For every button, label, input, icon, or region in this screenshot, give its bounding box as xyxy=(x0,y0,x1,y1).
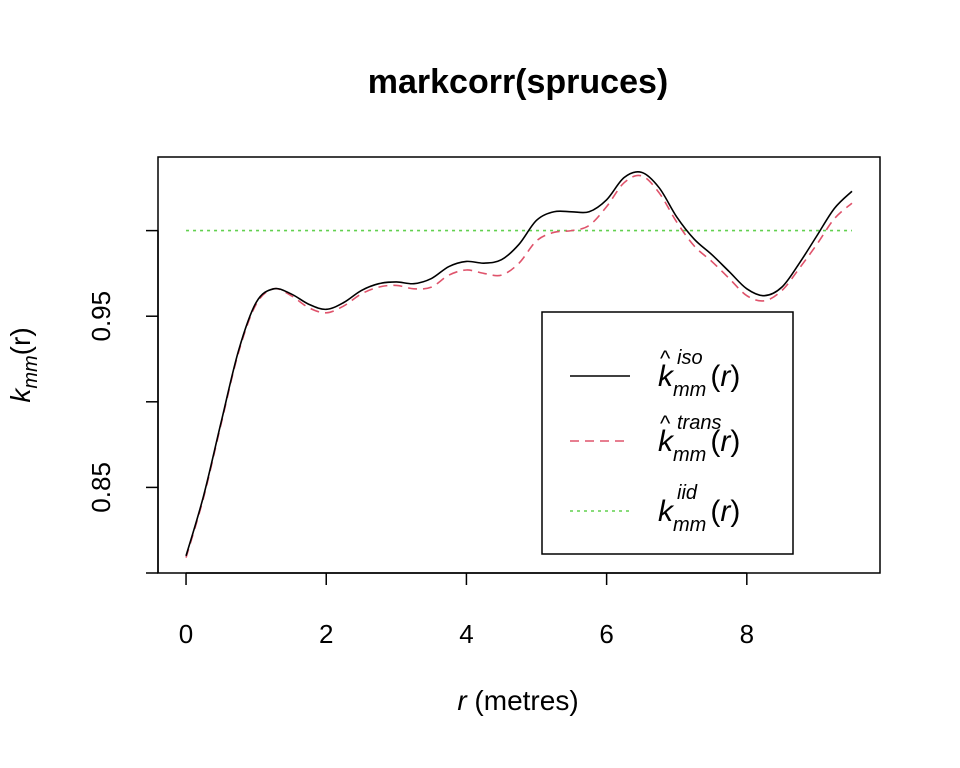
y-tick-label: 0.95 xyxy=(86,291,116,342)
legend-hat-trans: ^ xyxy=(660,411,671,436)
legend-sup-iid: iid xyxy=(677,482,698,504)
legend-arg-iid: (r) xyxy=(710,495,740,528)
x-axis-label-var: r xyxy=(457,685,468,716)
y-axis-label-sub: mm xyxy=(20,355,42,388)
legend-label-iid: kmm (r) xyxy=(658,495,740,536)
y-axis-label-arg: (r) xyxy=(5,327,36,355)
x-axis-label: r (metres) xyxy=(457,685,578,716)
legend-arg-iso: (r) xyxy=(710,360,740,393)
legend-main-iso: k xyxy=(658,360,675,393)
series-line-iso xyxy=(185,171,853,557)
legend-main-iid: k xyxy=(658,495,675,528)
legend-sup-trans: trans xyxy=(677,412,721,434)
y-axis-label: kmm(r) xyxy=(5,327,42,402)
legend-label-trans: kmm (r) xyxy=(658,425,740,466)
x-tick-label: 4 xyxy=(459,619,473,649)
x-tick-label: 6 xyxy=(599,619,613,649)
legend-sub-iso: mm xyxy=(673,379,706,401)
x-tick-label: 0 xyxy=(179,619,193,649)
series-line-trans xyxy=(185,174,853,558)
legend-sub-iid: mm xyxy=(673,514,706,536)
y-axis-label-main: k xyxy=(5,387,36,403)
legend-main-trans: k xyxy=(658,425,675,458)
legend-hat-iso: ^ xyxy=(660,346,671,371)
svg-text:kmm(r): kmm(r) xyxy=(5,327,42,402)
y-tick-label: 0.85 xyxy=(86,462,116,513)
legend: kmm (r)iso^kmm (r)trans^kmm (r)iid xyxy=(541,311,794,555)
legend-sub-trans: mm xyxy=(673,444,706,466)
x-axis: 0 2 4 6 8 xyxy=(179,572,754,649)
series-layer xyxy=(185,171,853,558)
chart-title: markcorr(spruces) xyxy=(368,63,668,101)
legend-arg-trans: (r) xyxy=(710,425,740,458)
legend-label-iso: kmm (r) xyxy=(658,360,740,401)
x-tick-label: 2 xyxy=(319,619,333,649)
y-tick-label-group: 0.95 xyxy=(86,291,116,342)
legend-sup-iso: iso xyxy=(677,347,703,369)
x-axis-label-unit: (metres) xyxy=(467,685,579,716)
y-tick-label-group: 0.85 xyxy=(86,462,116,513)
y-axis: 0.85 0.95 xyxy=(86,229,159,574)
x-tick-label: 8 xyxy=(740,619,754,649)
legend-box xyxy=(541,311,794,555)
